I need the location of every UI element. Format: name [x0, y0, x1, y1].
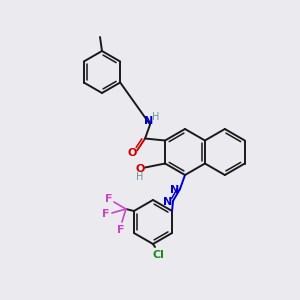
Text: O: O	[135, 164, 145, 173]
Text: O: O	[128, 148, 137, 158]
Text: N: N	[145, 116, 154, 125]
Text: Cl: Cl	[152, 250, 164, 260]
Text: F: F	[117, 225, 125, 235]
Text: N: N	[164, 197, 172, 207]
Text: H: H	[136, 172, 144, 182]
Text: F: F	[102, 209, 110, 219]
Text: H: H	[152, 112, 160, 122]
Text: N: N	[170, 185, 180, 195]
Text: F: F	[105, 194, 113, 204]
